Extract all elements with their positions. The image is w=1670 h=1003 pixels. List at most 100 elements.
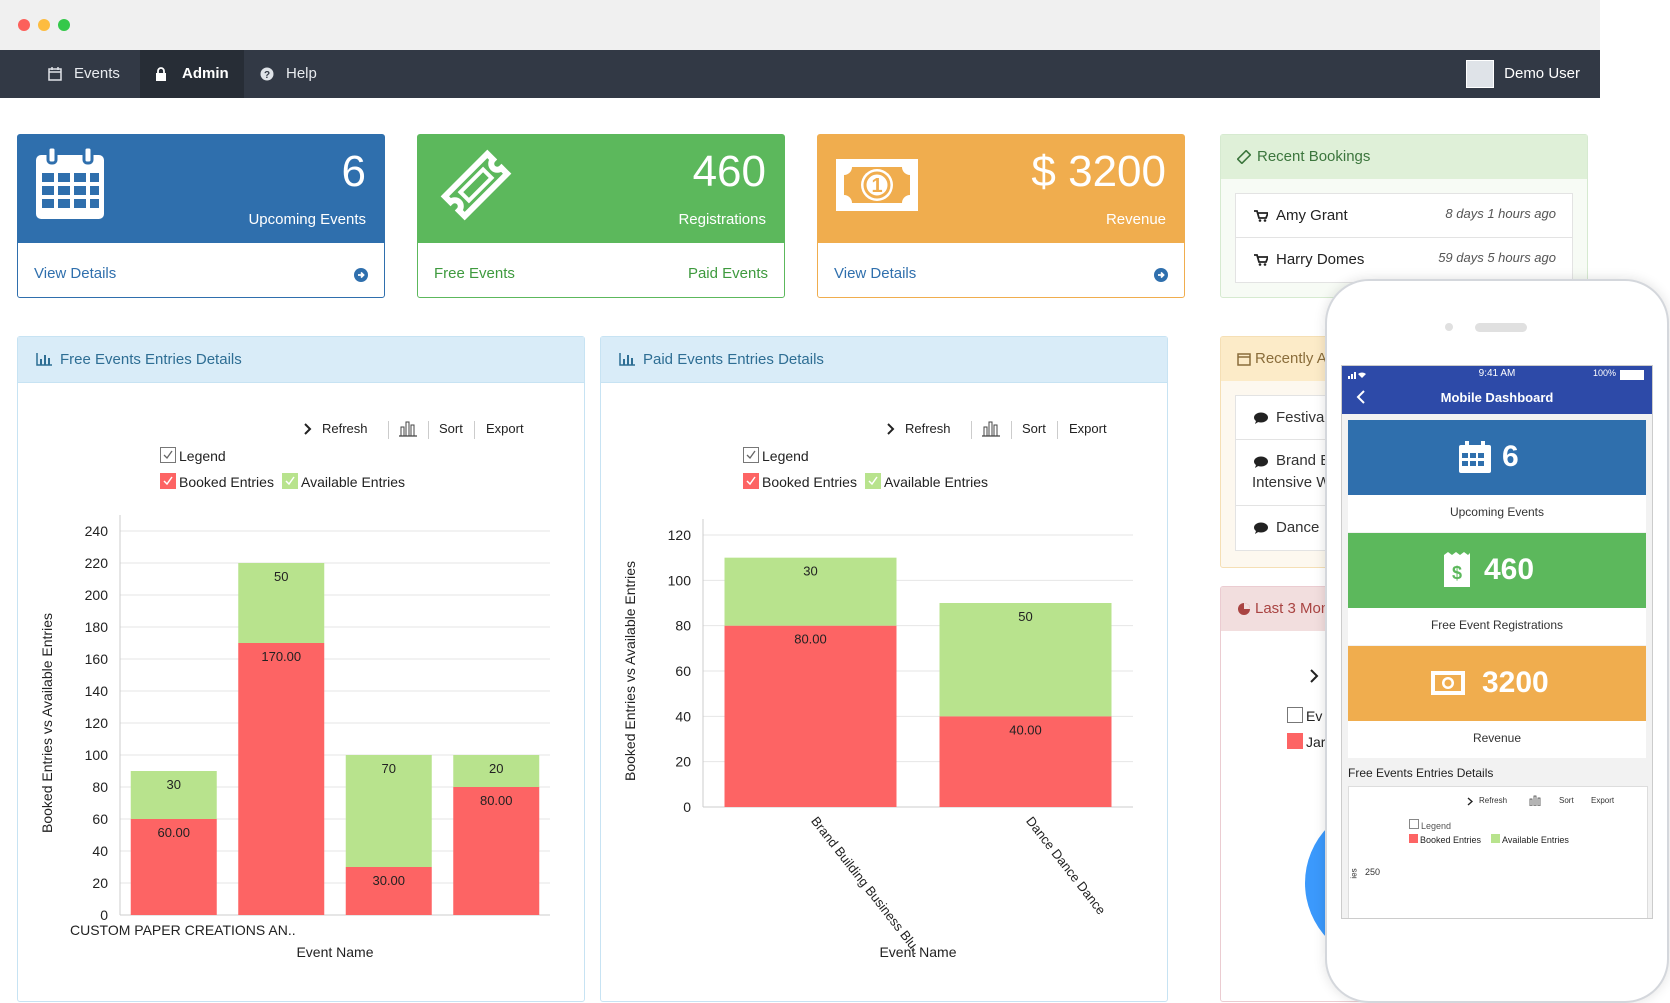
checkbox-icon	[743, 473, 759, 489]
phone-mockup: 9:41 AM 100% Mobile Dashboard 6 Upcoming…	[1325, 279, 1669, 1003]
legend-available-label: Available Entries	[301, 474, 406, 490]
x-tick-label: CUSTOM PAPER CREATIONS AN..	[70, 922, 296, 938]
user-name: Demo User	[1504, 65, 1580, 82]
last-months-legend-item[interactable]: Jar	[1287, 733, 1325, 750]
y-tick-label: 100	[85, 747, 109, 763]
arrow-circle-right-icon[interactable]	[354, 268, 368, 282]
legend-available-entries[interactable]: Available Entries	[865, 473, 988, 490]
minimize-window-dot[interactable]	[38, 19, 50, 31]
y-tick-label: 120	[668, 527, 692, 543]
money-icon: 1	[836, 159, 918, 211]
chevron-right-icon	[1467, 797, 1473, 806]
booking-time: 59 days 5 hours ago	[1438, 250, 1556, 265]
booked-entries-bar	[345, 867, 432, 915]
revenue-view-details-link[interactable]: View Details	[834, 265, 917, 282]
mobile-registrations-count: 460	[1484, 553, 1535, 586]
comment-icon	[1254, 522, 1268, 534]
bar-chart-icon[interactable]	[1529, 795, 1541, 806]
legend-toggle[interactable]: Legend	[160, 447, 226, 464]
y-tick-label: 40	[675, 708, 691, 724]
booked-entries-bar	[130, 819, 217, 915]
nav-events[interactable]: Events	[30, 50, 140, 98]
registrations-label: Registrations	[678, 211, 766, 228]
arrow-circle-right-icon[interactable]	[1154, 268, 1168, 282]
nav-help[interactable]: ? Help	[244, 50, 334, 98]
bar-chart-icon[interactable]	[982, 421, 1000, 437]
refresh-button[interactable]: Refresh	[322, 421, 368, 436]
cart-icon	[1254, 210, 1268, 222]
bar-value-label: 40.00	[1009, 722, 1042, 737]
nav-admin-label: Admin	[182, 65, 229, 82]
mobile-header: 9:41 AM 100% Mobile Dashboard	[1342, 366, 1652, 414]
legend-toggle[interactable]: Legend	[743, 447, 809, 464]
recent-item-label: Brand E	[1276, 452, 1331, 469]
bar-value-label: 30	[167, 777, 181, 792]
mobile-legend-available[interactable]: Available Entries	[1491, 834, 1569, 845]
chart-toolbar: Refresh Sort Export	[304, 421, 584, 441]
calendar-icon	[36, 145, 104, 219]
refresh-button[interactable]: Refresh	[905, 421, 951, 436]
mobile-export-button[interactable]: Export	[1591, 796, 1615, 805]
bar-chart-icon	[36, 353, 52, 366]
back-chevron-icon[interactable]	[1356, 390, 1366, 404]
legend-booked-entries[interactable]: Booked Entries	[743, 473, 857, 490]
chevron-right-icon[interactable]	[1309, 669, 1319, 683]
legend-available-entries[interactable]: Available Entries	[282, 473, 405, 490]
legend-booked-entries[interactable]: Booked Entries	[160, 473, 274, 490]
bar-value-label: 170.00	[261, 649, 301, 664]
lock-icon	[156, 67, 166, 81]
chevron-right-icon	[887, 423, 895, 435]
booking-row[interactable]: Harry Domes 59 days 5 hours ago	[1235, 237, 1573, 283]
paid-events-link[interactable]: Paid Events	[687, 265, 768, 282]
mobile-card-registrations[interactable]: $ 460 Free Event Registrations	[1348, 533, 1646, 645]
recent-bookings-panel: Recent Bookings Amy Grant 8 days 1 hours…	[1220, 134, 1588, 298]
available-entries-bar	[345, 755, 432, 867]
sort-button[interactable]: Sort	[1022, 421, 1046, 436]
mobile-legend-toggle[interactable]: Legend	[1409, 819, 1451, 831]
last-months-legend-item[interactable]: Ev	[1287, 707, 1322, 724]
nav-events-label: Events	[74, 65, 120, 82]
avatar	[1466, 60, 1495, 88]
available-entries-bar	[939, 603, 1112, 717]
free-events-link[interactable]: Free Events	[434, 265, 515, 282]
user-menu[interactable]: Demo User	[1466, 50, 1580, 98]
chevron-right-icon	[304, 423, 312, 435]
mobile-legend-booked[interactable]: Booked Entries	[1409, 834, 1481, 845]
checkbox-icon	[865, 473, 881, 489]
booked-entries-bar	[724, 625, 897, 807]
mobile-card-revenue[interactable]: 3200 Revenue	[1348, 646, 1646, 758]
nav-help-label: Help	[286, 65, 317, 82]
booking-row[interactable]: Amy Grant 8 days 1 hours ago	[1235, 193, 1573, 239]
legend-title: Legend	[762, 448, 809, 464]
revenue-amount: $ 3200	[1031, 147, 1166, 196]
y-axis-label: Booked Entries vs Available Entries	[622, 561, 638, 781]
calendar-icon	[1237, 353, 1251, 366]
zoom-window-dot[interactable]	[58, 19, 70, 31]
mobile-card-upcoming[interactable]: 6 Upcoming Events	[1348, 420, 1646, 532]
calendar-icon	[1459, 441, 1491, 473]
export-button[interactable]: Export	[1069, 421, 1107, 436]
money-icon	[1431, 671, 1465, 695]
svg-text:$: $	[1452, 563, 1462, 583]
chart-toolbar: Refresh Sort Export	[887, 421, 1167, 441]
checkbox-icon	[160, 447, 176, 463]
upcoming-view-details-link[interactable]: View Details	[34, 265, 117, 282]
available-entries-bar	[453, 755, 540, 787]
legend-booked-label: Booked Entries	[179, 474, 274, 490]
nav-admin[interactable]: Admin	[140, 50, 244, 98]
available-entries-bar	[130, 771, 217, 819]
mobile-revenue-label: Revenue	[1472, 731, 1522, 745]
y-tick-label: 180	[85, 619, 109, 635]
export-button[interactable]: Export	[486, 421, 524, 436]
bar-chart-icon[interactable]	[399, 421, 417, 437]
available-entries-bar	[724, 557, 897, 626]
mobile-refresh-button[interactable]: Refresh	[1479, 796, 1508, 805]
sort-button[interactable]: Sort	[439, 421, 463, 436]
recent-bookings-title: Recent Bookings	[1257, 148, 1371, 165]
registrations-count: 460	[692, 147, 766, 196]
battery-icon	[1620, 370, 1644, 380]
checkbox-icon	[282, 473, 298, 489]
close-window-dot[interactable]	[18, 19, 30, 31]
mobile-sort-button[interactable]: Sort	[1559, 796, 1574, 805]
x-axis-label: Event Name	[879, 944, 956, 960]
